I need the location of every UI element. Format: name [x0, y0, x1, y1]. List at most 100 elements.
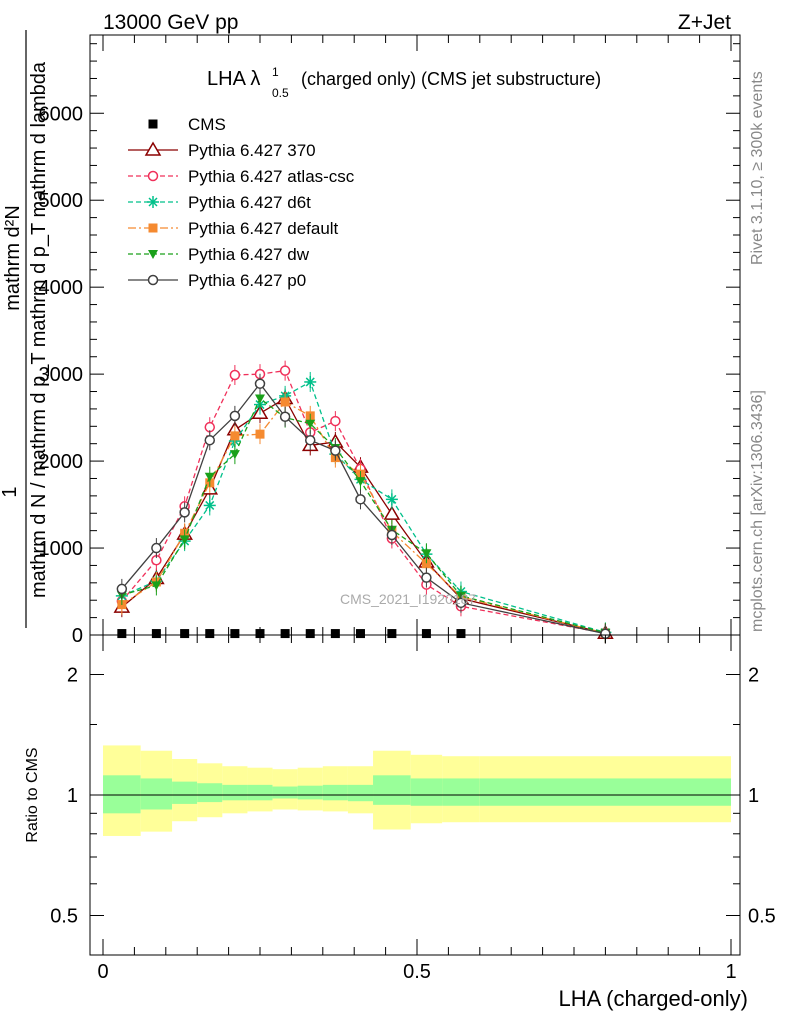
x-tick-label: 0.5 [403, 961, 431, 983]
data-point [280, 629, 290, 639]
data-point [230, 431, 240, 441]
legend-marker [148, 223, 158, 233]
data-point [305, 629, 315, 639]
legend-label: Pythia 6.427 d6t [188, 193, 311, 212]
ratio-band-inner [197, 783, 223, 803]
ratio-tick-label: 1 [67, 785, 78, 807]
x-axis-label: LHA (charged-only) [558, 986, 748, 1011]
data-point [179, 535, 190, 545]
data-point [151, 629, 161, 639]
data-point [151, 542, 162, 554]
data-point [421, 572, 432, 583]
ratio-band-inner [347, 784, 374, 802]
data-point [304, 434, 316, 446]
data-point [355, 494, 366, 505]
x-axis: 0 0.5 1 [97, 635, 737, 983]
ratio-band-inner [247, 784, 273, 801]
y-tick-label: 0 [72, 625, 83, 647]
ratio-tick-label-right: 2 [748, 665, 759, 687]
data-point [330, 415, 341, 427]
legend-item: Pythia 6.427 p0 [128, 271, 306, 290]
legend-marker [147, 196, 159, 208]
series-layer [113, 360, 614, 644]
ratio-band-inner [103, 775, 141, 814]
data-point [151, 581, 162, 591]
ratio-band-inner [172, 781, 198, 804]
ratio-band-inner [322, 784, 348, 801]
legend-label: Pythia 6.427 default [188, 219, 339, 238]
ylabel-top: 1 [0, 486, 21, 497]
data-point [254, 378, 266, 389]
ratio-band-inner [272, 786, 298, 799]
title-main: LHA λ [207, 68, 260, 90]
ratio-tick-label-right: 0.5 [748, 906, 776, 928]
main-panel: 0 1000 2000 3000 4000 5000 6000 CMS_2021_I1920… [39, 34, 741, 647]
data-point [355, 477, 366, 487]
legend-item: Pythia 6.427 dw [128, 245, 310, 264]
legend-item: Pythia 6.427 370 [128, 141, 316, 160]
legend-item: CMS [148, 115, 226, 134]
data-point [229, 410, 241, 422]
mcplots-label: mcplots.cern.ch [arXiv:1306.3436] [749, 390, 766, 632]
series-line [121, 369, 606, 634]
series-cms [117, 629, 466, 639]
data-point [280, 397, 290, 407]
data-point [230, 629, 240, 639]
y-axis-label: 1 mathrm d²N mathrm d N / mathrm d p_T m… [0, 30, 50, 628]
x-tick-label: 0 [97, 961, 108, 983]
legend: CMS Pythia 6.427 370 Pythia 6.427 atlas-cs… [128, 115, 355, 290]
data-point [421, 549, 432, 559]
legend-marker [144, 141, 162, 156]
data-point [387, 629, 397, 639]
ratio-band-inner [442, 778, 480, 806]
ratio-band [103, 745, 731, 836]
y-tick-label: 3000 [39, 364, 84, 386]
chart-title: LHA λ 1 0.5 (charged only) (CMS jet subs… [207, 65, 601, 100]
legend-marker [148, 119, 158, 129]
series-line [121, 397, 606, 634]
ratio-ylabel: Ratio to CMS [24, 747, 41, 842]
series-line [121, 382, 606, 635]
marker-stroke [205, 500, 215, 510]
data-point [255, 394, 265, 404]
ratio-band-inner [222, 784, 248, 801]
data-point [116, 583, 128, 595]
data-point [330, 445, 341, 456]
ylabel-num: mathrm d²N [2, 205, 24, 311]
data-point [455, 597, 467, 609]
series-line [121, 381, 606, 634]
y-tick-label: 1000 [39, 538, 84, 560]
y-tick-label: 2000 [39, 451, 84, 473]
rivet-label: Rivet 3.1.10, ≥ 300k events [749, 71, 766, 265]
legend-label: Pythia 6.427 dw [188, 245, 310, 264]
data-point [229, 369, 241, 381]
data-point [386, 529, 398, 541]
legend-label: CMS [188, 115, 226, 134]
series-line [121, 401, 606, 634]
data-point [204, 472, 215, 482]
watermark: CMS_2021_I1920187 [340, 591, 476, 607]
x-axis-main [102, 35, 732, 635]
title-sup: 1 [272, 65, 279, 79]
title-sub: 0.5 [272, 86, 289, 100]
legend-label: Pythia 6.427 370 [188, 141, 316, 160]
data-point [456, 629, 466, 639]
y-tick-label: 5000 [39, 190, 84, 212]
data-point [255, 629, 265, 639]
x-tick-label: 1 [725, 961, 736, 983]
data-point [355, 629, 365, 639]
data-point [383, 505, 401, 520]
legend-marker [148, 250, 158, 259]
data-point [204, 434, 216, 446]
ylabel-den: mathrm d N / mathrm d p_T mathrm d p_T m… [28, 61, 50, 598]
ratio-y-axis: 0.5 0.5 1 1 2 2 [50, 665, 776, 928]
series-p0 [116, 373, 611, 644]
data-point [279, 365, 291, 376]
legend-label: Pythia 6.427 atlas-csc [188, 167, 355, 186]
process-label: Z+Jet [678, 11, 731, 34]
ratio-tick-label-right: 1 [748, 785, 759, 807]
data-point [279, 411, 291, 422]
data-point [229, 450, 240, 460]
data-point [305, 419, 316, 429]
